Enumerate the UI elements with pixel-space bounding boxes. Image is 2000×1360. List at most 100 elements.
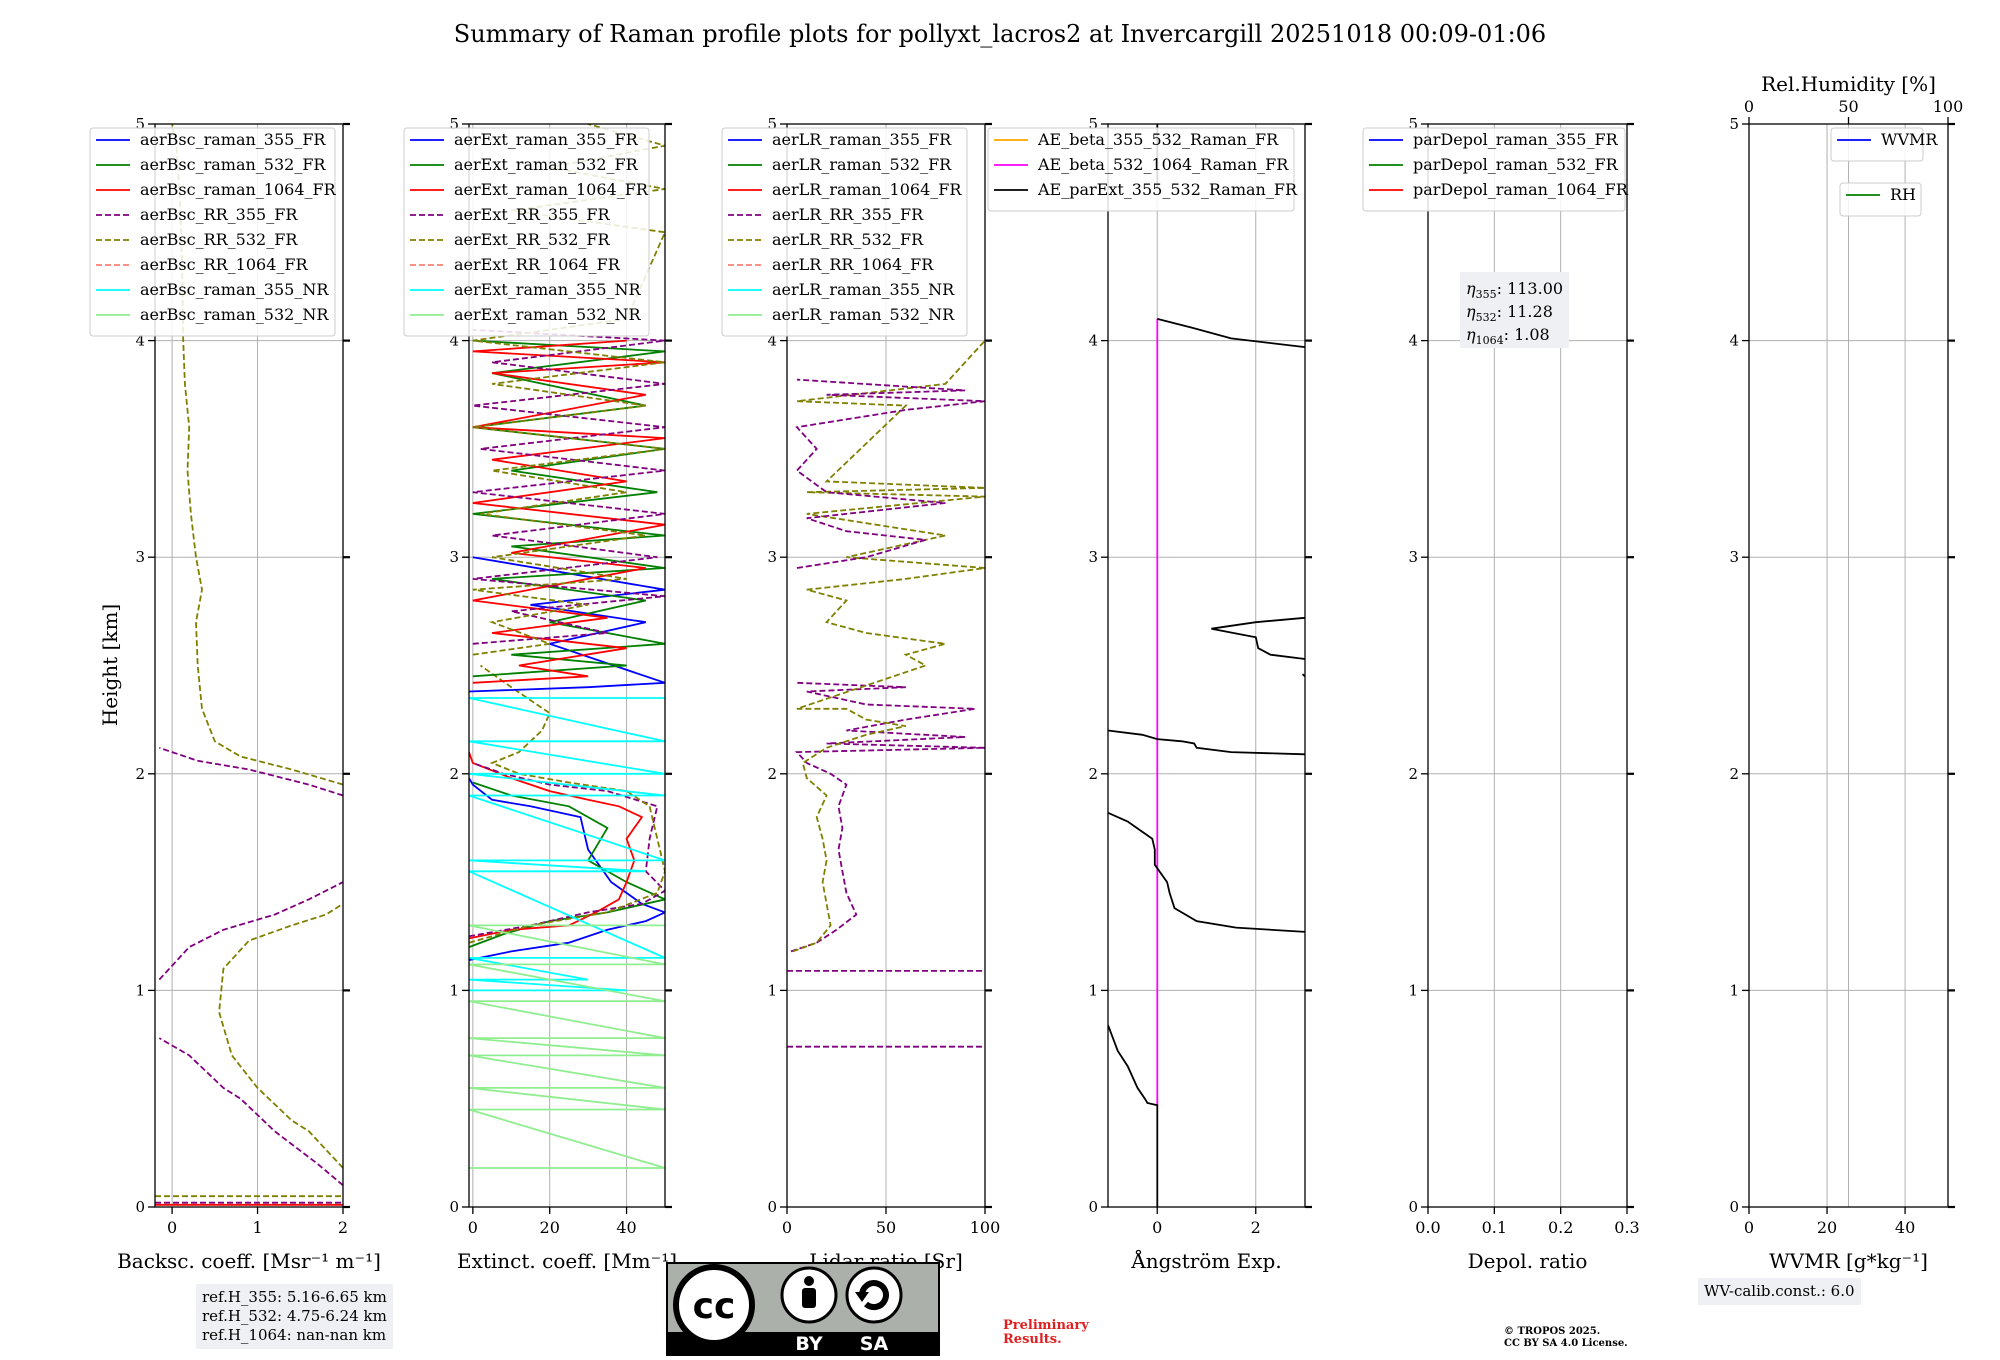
y-tick-label: 3 xyxy=(135,548,145,566)
legend-backscatter: aerBsc_raman_355_FR aerBsc_raman_532_FRae… xyxy=(89,127,337,337)
y-tick-label: 2 xyxy=(1088,765,1098,783)
eta-value-1064: η1064: 1.08 xyxy=(1466,325,1550,347)
legend-depol: parDepol_raman_355_FR parDepol_raman_532_… xyxy=(1362,127,1629,212)
legend-label: aerExt_RR_1064_FR xyxy=(454,255,621,274)
legend-label: aerLR_RR_355_FR xyxy=(772,205,924,224)
ref-height-1064: ref.H_1064: nan-nan km xyxy=(202,1326,387,1344)
top-x-tick-label: 100 xyxy=(1933,97,1964,116)
y-tick-label: 2 xyxy=(767,765,777,783)
cc-text: cc xyxy=(693,1286,736,1327)
series-AE_parExt_c xyxy=(1108,729,1305,756)
preliminary-line-2: Results. xyxy=(1003,1332,1062,1347)
y-tick-label: 3 xyxy=(1408,548,1418,566)
y-tick-label: 0 xyxy=(1729,1198,1739,1216)
y-tick-label: 5 xyxy=(1408,115,1418,133)
y-tick-label: 4 xyxy=(1088,332,1098,350)
y-tick-label: 0 xyxy=(1088,1198,1098,1216)
x-tick-label: 0.2 xyxy=(1548,1218,1573,1237)
legend-rh: RH xyxy=(1839,182,1922,217)
x-tick-label: 0 xyxy=(782,1218,792,1237)
top-x-axis-label: Rel.Humidity [%] xyxy=(1761,72,1936,96)
legend-label: aerBsc_RR_532_FR xyxy=(140,230,298,249)
series-AE_parExt_f xyxy=(1157,318,1305,348)
series-aerBsc_RR_355_FR xyxy=(158,1037,343,1186)
series-aerExt_raman_1064_FR_upper xyxy=(472,339,665,684)
series-aerLR_RR_355_FR xyxy=(790,681,985,953)
legend-label: aerLR_RR_532_FR xyxy=(772,230,924,249)
y-axis-label: Height [km] xyxy=(98,604,122,726)
series-AE_parExt_d xyxy=(1211,616,1305,660)
y-tick-label: 5 xyxy=(135,115,145,133)
x-tick-label: 20 xyxy=(540,1218,560,1237)
chart-angstrom: 0 2 Ångström Exp. 0 1 2 3 4 5AE_beta_355_532_Ram… xyxy=(987,115,1312,1273)
x-tick-label: 100 xyxy=(970,1218,1001,1237)
legend-label: aerLR_raman_532_FR xyxy=(772,155,952,174)
by-person-body xyxy=(802,1288,816,1308)
y-tick-label: 0 xyxy=(135,1198,145,1216)
y-tick-label: 1 xyxy=(1088,981,1098,999)
preliminary-line-1: Preliminary xyxy=(1003,1318,1089,1333)
legend-label: aerExt_RR_532_FR xyxy=(454,230,611,249)
y-tick-label: 3 xyxy=(449,548,459,566)
x-axis-label: Extinct. coeff. [Mm⁻¹] xyxy=(457,1249,677,1273)
x-tick-label: 0 xyxy=(1744,1218,1754,1237)
copyright-note: © TROPOS 2025. CC BY SA 4.0 License. xyxy=(1504,1326,1628,1350)
series-aerLR_RR_355_FR_up xyxy=(795,378,985,569)
figure-title: Summary of Raman profile plots for polly… xyxy=(453,20,1547,48)
y-tick-label: 4 xyxy=(1729,332,1739,350)
y-tick-label: 4 xyxy=(767,332,777,350)
plot-frame xyxy=(1107,123,1306,1208)
legend-box xyxy=(987,127,1295,212)
top-x-tick-label: 50 xyxy=(1838,97,1858,116)
y-tick-label: 5 xyxy=(449,115,459,133)
series-AE_parExt_b xyxy=(1108,811,1305,933)
series-group xyxy=(787,339,985,1048)
by-label: BY xyxy=(795,1333,822,1355)
legend-extinction: aerExt_raman_355_FR aerExt_raman_532_FRae… xyxy=(403,127,650,337)
ref-height-532: ref.H_532: 4.75-6.24 km xyxy=(202,1307,387,1325)
legend-box xyxy=(403,127,650,337)
sa-label: SA xyxy=(860,1333,889,1355)
x-tick-label: 40 xyxy=(616,1218,636,1237)
legend-label: aerExt_raman_355_NR xyxy=(454,280,642,299)
legend-angstrom: AE_beta_355_532_Raman_FR AE_beta_532_1064… xyxy=(987,127,1298,212)
legend-box xyxy=(1362,127,1626,212)
legend-label: aerExt_raman_355_FR xyxy=(454,130,639,149)
plot-frame xyxy=(468,123,666,1208)
x-tick-label: 2 xyxy=(1251,1218,1261,1237)
plot-frame xyxy=(1427,123,1628,1208)
legend-lidar_ratio: aerLR_raman_355_FR aerLR_raman_532_FR aerL… xyxy=(721,127,968,337)
ref-height-355: ref.H_355: 5.16-6.65 km xyxy=(202,1288,387,1306)
y-tick-label: 4 xyxy=(1408,332,1418,350)
x-axis-label: Backsc. coeff. [Msr⁻¹ m⁻¹] xyxy=(117,1249,381,1273)
y-tick-label: 1 xyxy=(1729,981,1739,999)
by-person-head xyxy=(804,1276,814,1286)
x-tick-label: 0.1 xyxy=(1482,1218,1507,1237)
copyright-line-1: © TROPOS 2025. xyxy=(1504,1326,1601,1337)
y-tick-label: 1 xyxy=(1408,981,1418,999)
eta-box xyxy=(1460,272,1569,348)
x-tick-label: 0 xyxy=(468,1218,478,1237)
legend-label: aerBsc_RR_355_FR xyxy=(140,205,298,224)
legend-box xyxy=(1830,127,1924,162)
series-aerBsc_RR_355_FR_b xyxy=(158,881,343,981)
reference-height-box: ref.H_355: 5.16-6.65 km ref.H_532: 4.75-… xyxy=(196,1284,393,1349)
legend-label: aerBsc_raman_355_FR xyxy=(140,130,326,149)
legend-label: AE_parExt_355_532_Raman_FR xyxy=(1037,180,1298,199)
legend-label: aerBsc_raman_532_FR xyxy=(140,155,326,174)
legend-label: aerExt_raman_532_NR xyxy=(454,305,642,324)
y-tick-label: 4 xyxy=(449,332,459,350)
x-tick-label: 0 xyxy=(167,1218,177,1237)
legend-label: aerExt_RR_355_FR xyxy=(454,205,611,224)
cc-circle-icon xyxy=(673,1264,755,1346)
y-tick-label: 5 xyxy=(1729,115,1739,133)
legend-label: parDepol_raman_355_FR xyxy=(1413,130,1619,149)
legend-box xyxy=(1839,182,1922,217)
x-tick-label: 50 xyxy=(876,1218,896,1237)
top-x-tick-label: 0 xyxy=(1744,97,1754,116)
